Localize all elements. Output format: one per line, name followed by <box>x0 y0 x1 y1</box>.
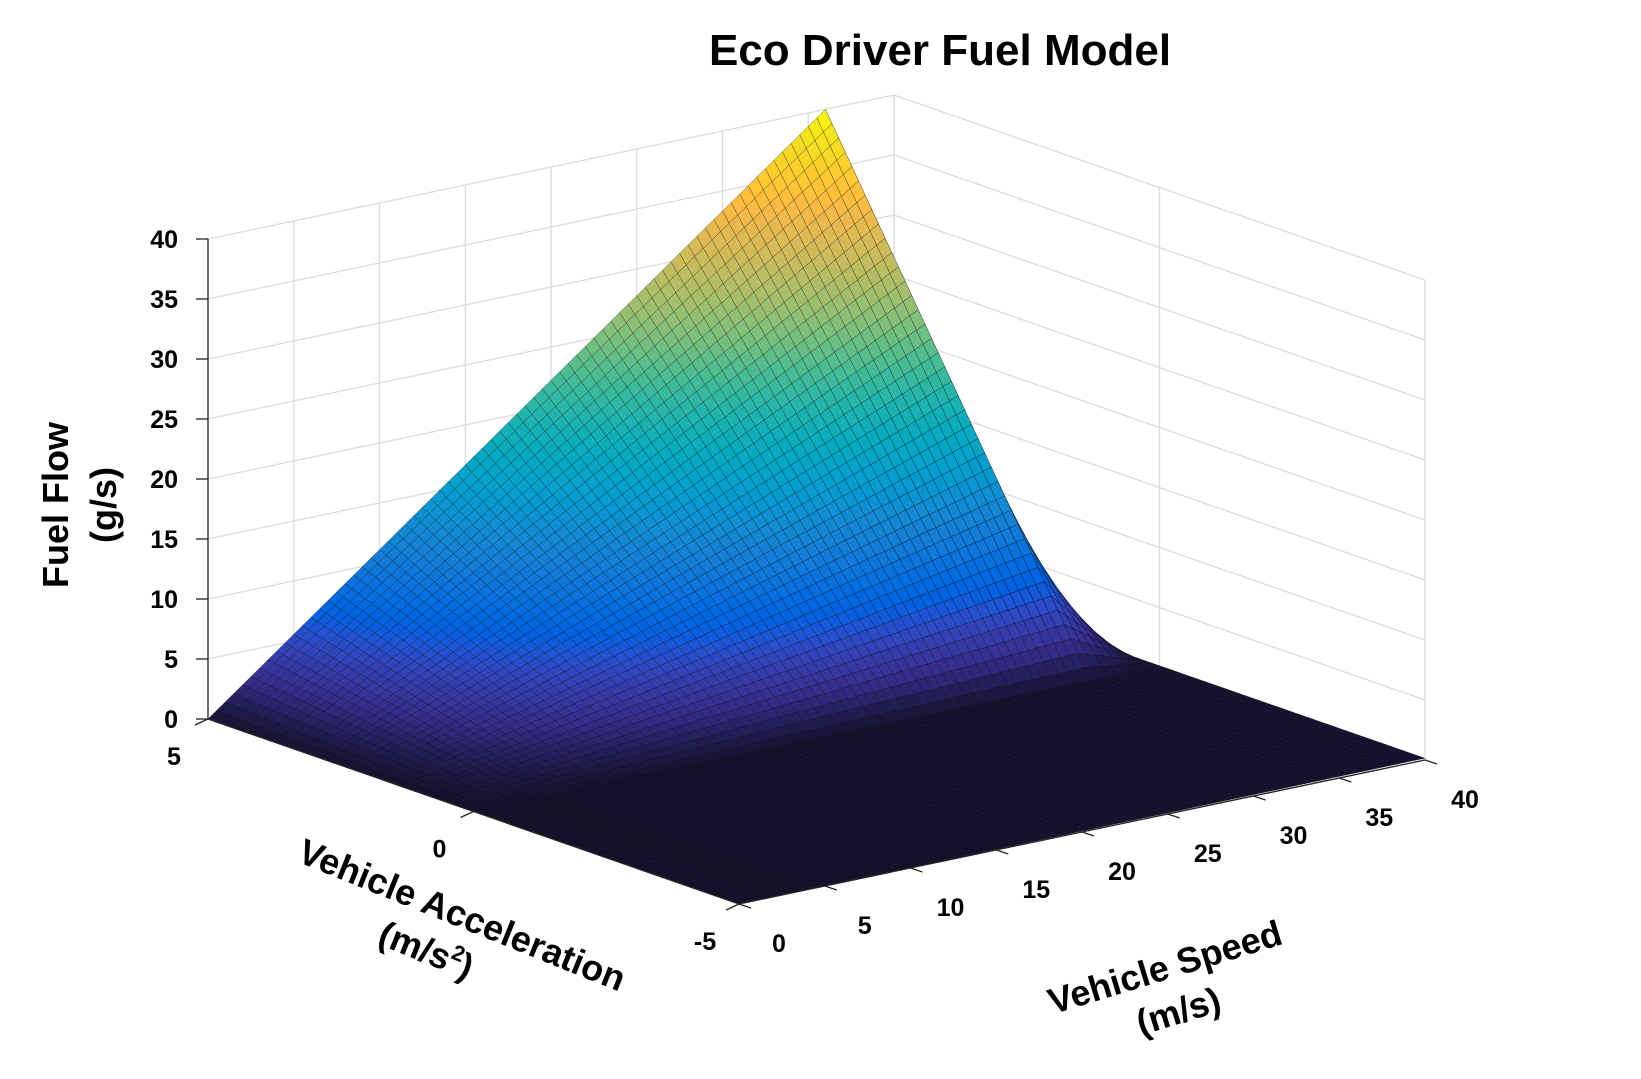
grid-line <box>893 94 1426 281</box>
grid-line <box>893 334 1426 521</box>
surface <box>207 108 1426 905</box>
grid-line <box>893 214 1426 401</box>
grid-line <box>893 154 1426 341</box>
grid-line <box>893 274 1426 461</box>
grid-line <box>893 394 1426 581</box>
grid-line <box>207 94 895 240</box>
